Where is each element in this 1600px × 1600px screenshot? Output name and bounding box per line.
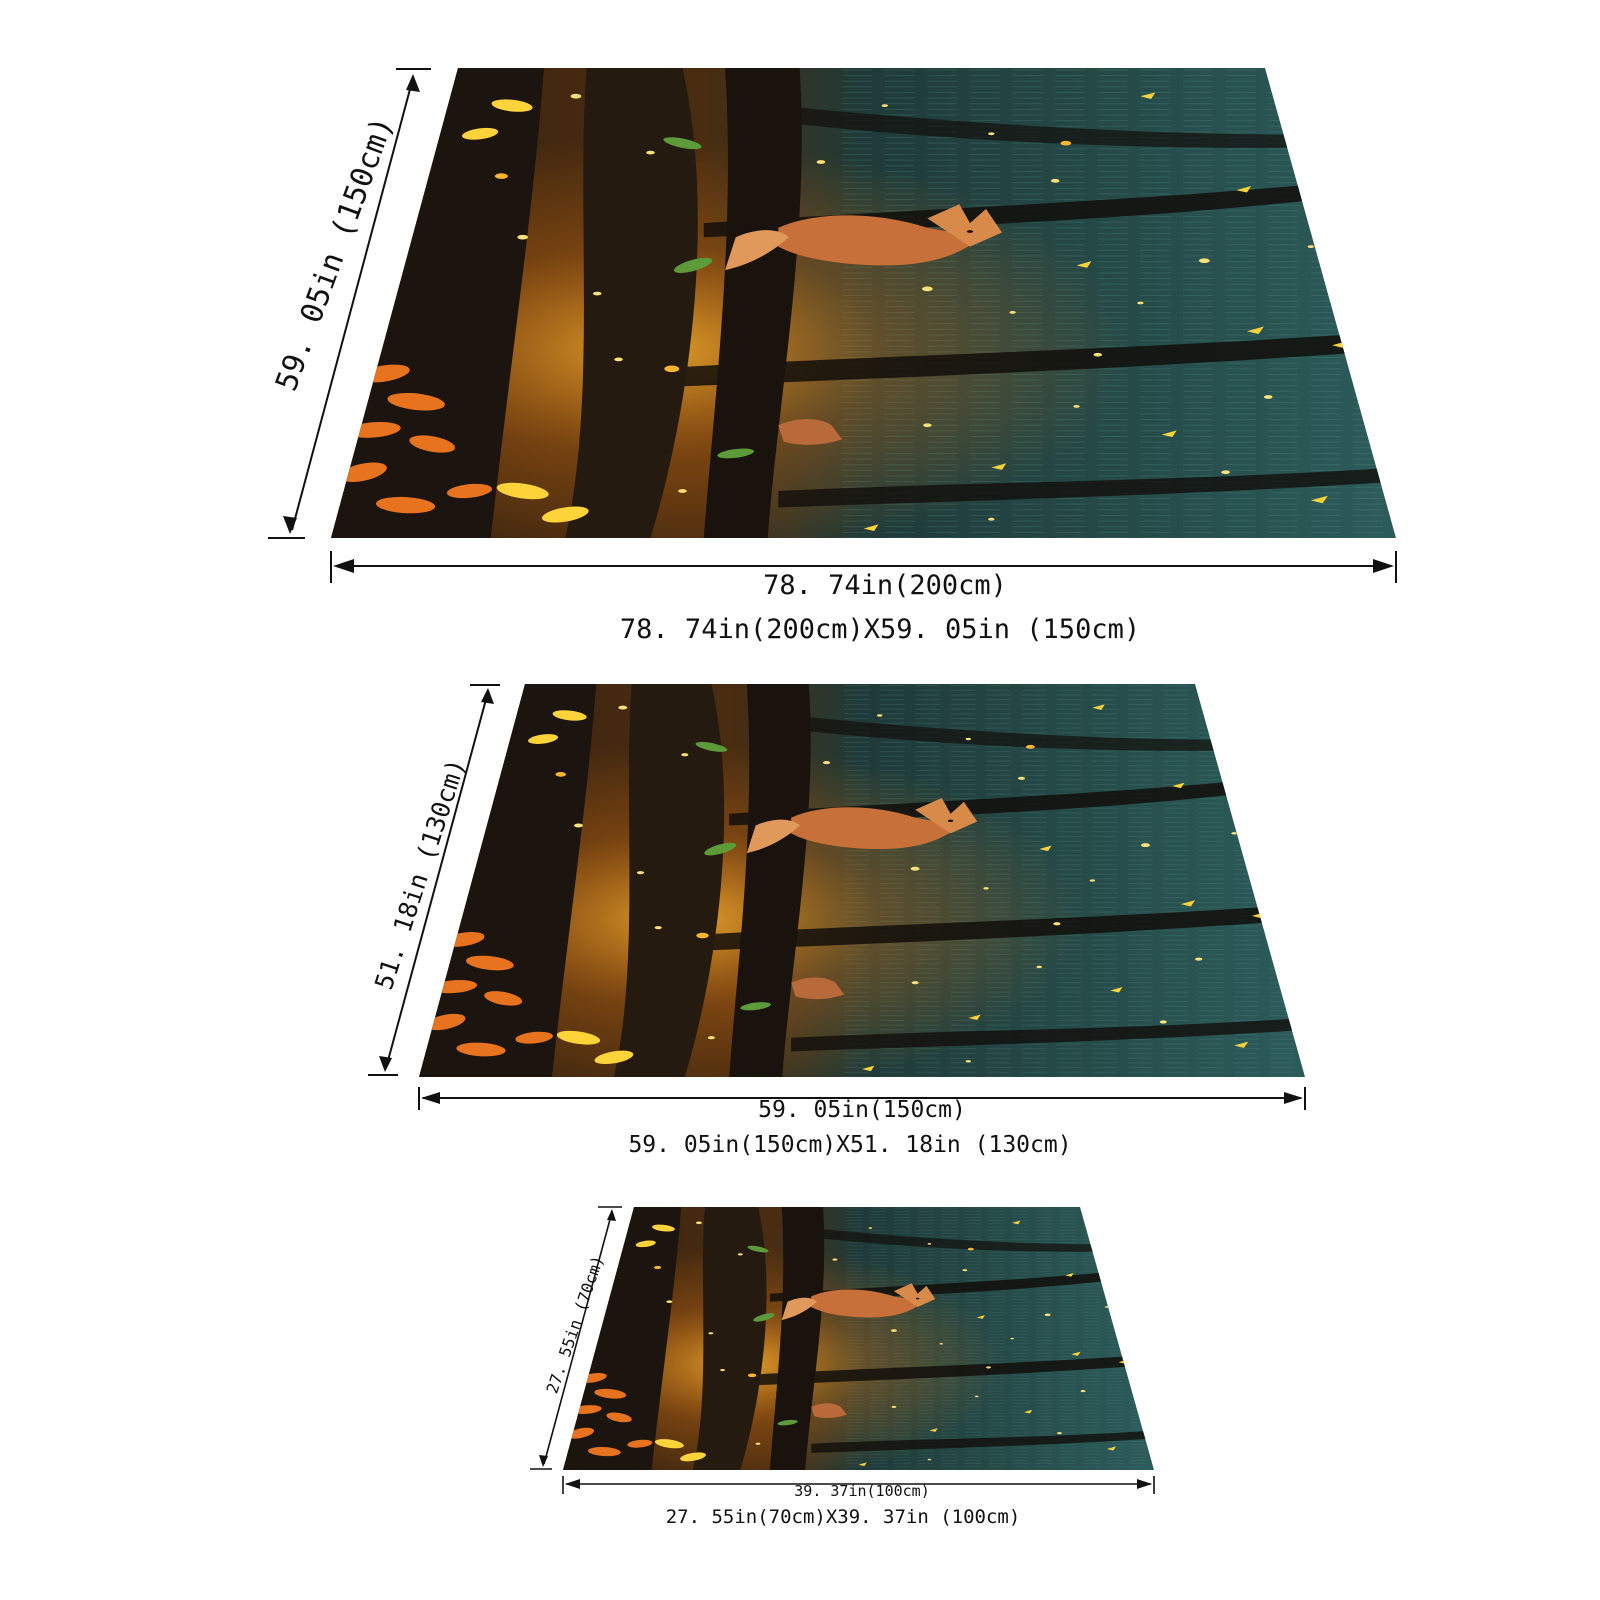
rug-medium-width-dimension: [418, 1087, 1306, 1110]
rug-large-width-dimension: [330, 551, 1397, 583]
rug-medium-size-label: 59. 05in(150cm)X51. 18in (130cm): [628, 1132, 1072, 1158]
rug-small-height-dimension: [530, 1206, 622, 1470]
rug-medium-width-label: 59. 05in(150cm): [758, 1097, 966, 1123]
rug-large-width-label: 78. 74in(200cm): [763, 570, 1007, 601]
rug-large-height-dimension: [268, 68, 431, 539]
rug-small-size-label: 27. 55in(70cm)X39. 37in (100cm): [665, 1506, 1021, 1528]
rug-medium-height-dimension: [368, 684, 500, 1076]
rug-large: [331, 68, 1396, 538]
rug-large-size-label: 78. 74in(200cm)X59. 05in (150cm): [619, 614, 1141, 645]
rug-small-width-label: 39. 37in(100cm): [794, 1482, 930, 1500]
rug-small-width-dimension: [562, 1476, 1155, 1494]
rug-medium: [419, 684, 1305, 1077]
rug-small: [563, 1207, 1154, 1470]
